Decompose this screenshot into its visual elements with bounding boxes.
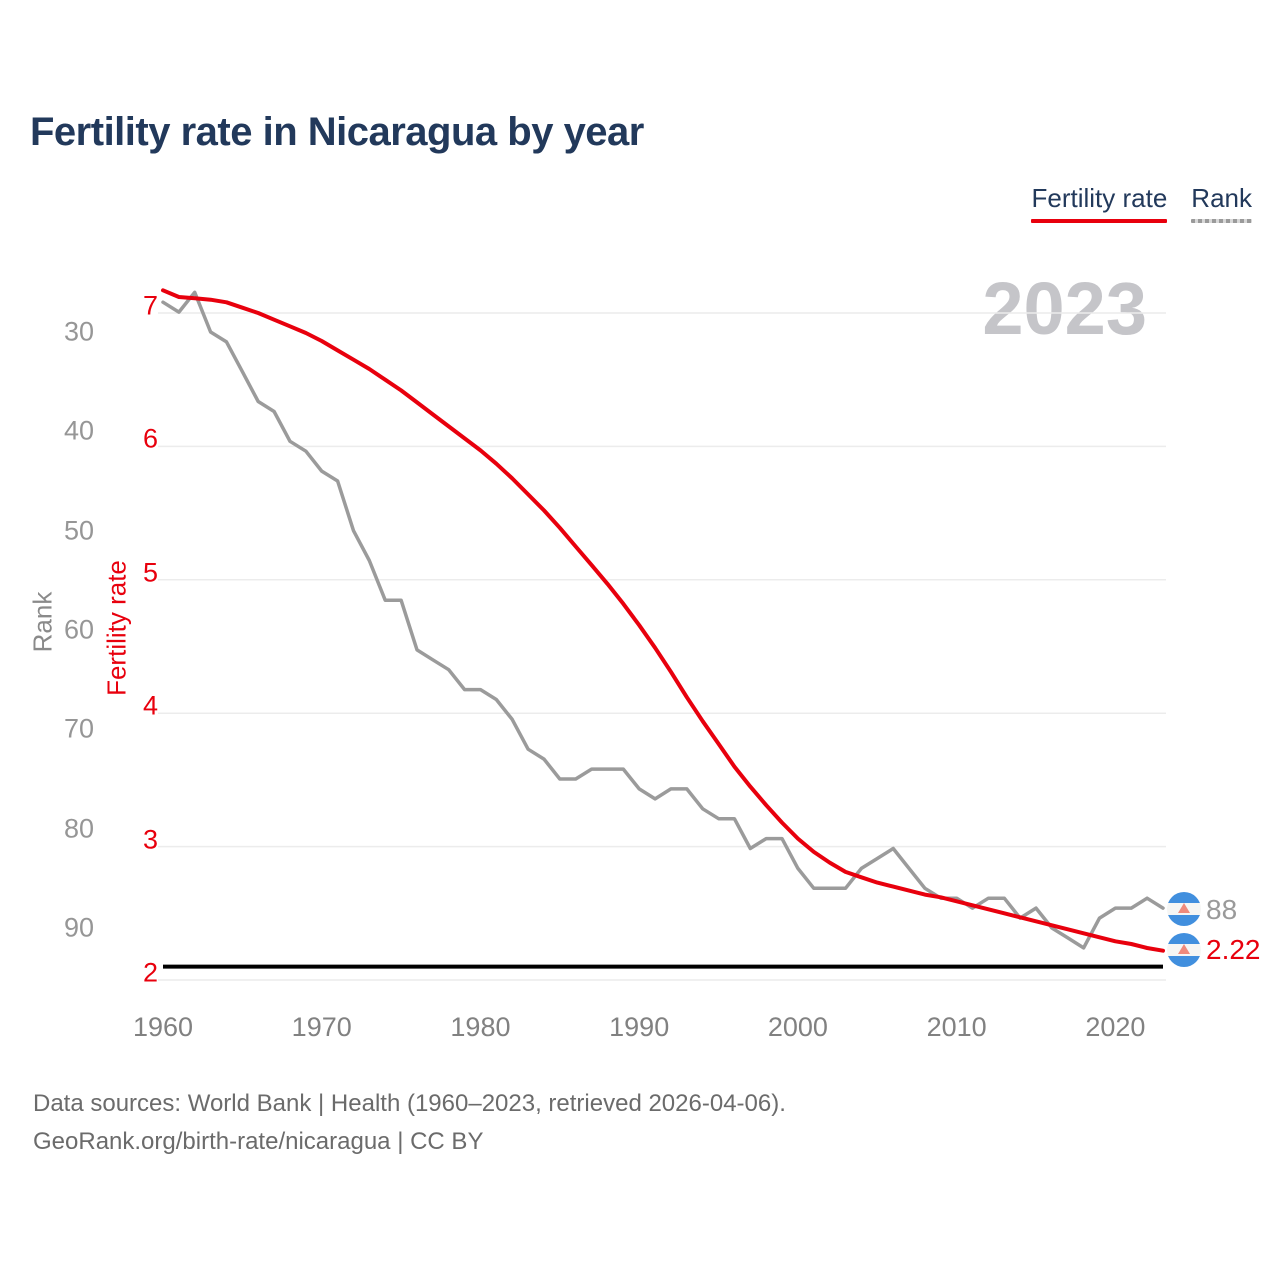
legend-underline-fertility [1031,219,1168,223]
nicaragua-flag-icon [1167,892,1201,926]
legend-label-fertility-rate: Fertility rate [1031,183,1168,213]
rank-end-value: 88 [1206,894,1238,925]
flag-emblem-triangle-icon [1178,944,1190,954]
legend-label-rank: Rank [1191,183,1252,213]
legend-item-rank[interactable]: Rank [1191,183,1252,223]
legend-underline-rank [1191,219,1252,223]
legend-item-fertility-rate[interactable]: Fertility rate [1031,183,1168,223]
attribution-note: GeoRank.org/birth-rate/nicaragua | CC BY [33,1128,484,1155]
fertility-end-value: 2.22 [1206,934,1261,965]
legend: Fertility rate Rank [1031,183,1252,223]
page-title: Fertility rate in Nicaragua by year [30,110,644,154]
flag-emblem-triangle-icon [1178,903,1190,913]
year-watermark: 2023 [982,267,1147,350]
data-source-note: Data sources: World Bank | Health (1960–… [33,1090,786,1117]
nicaragua-flag-icon [1167,933,1201,967]
fertility-rate-line[interactable] [161,288,1165,953]
rank-line[interactable] [161,290,1165,950]
